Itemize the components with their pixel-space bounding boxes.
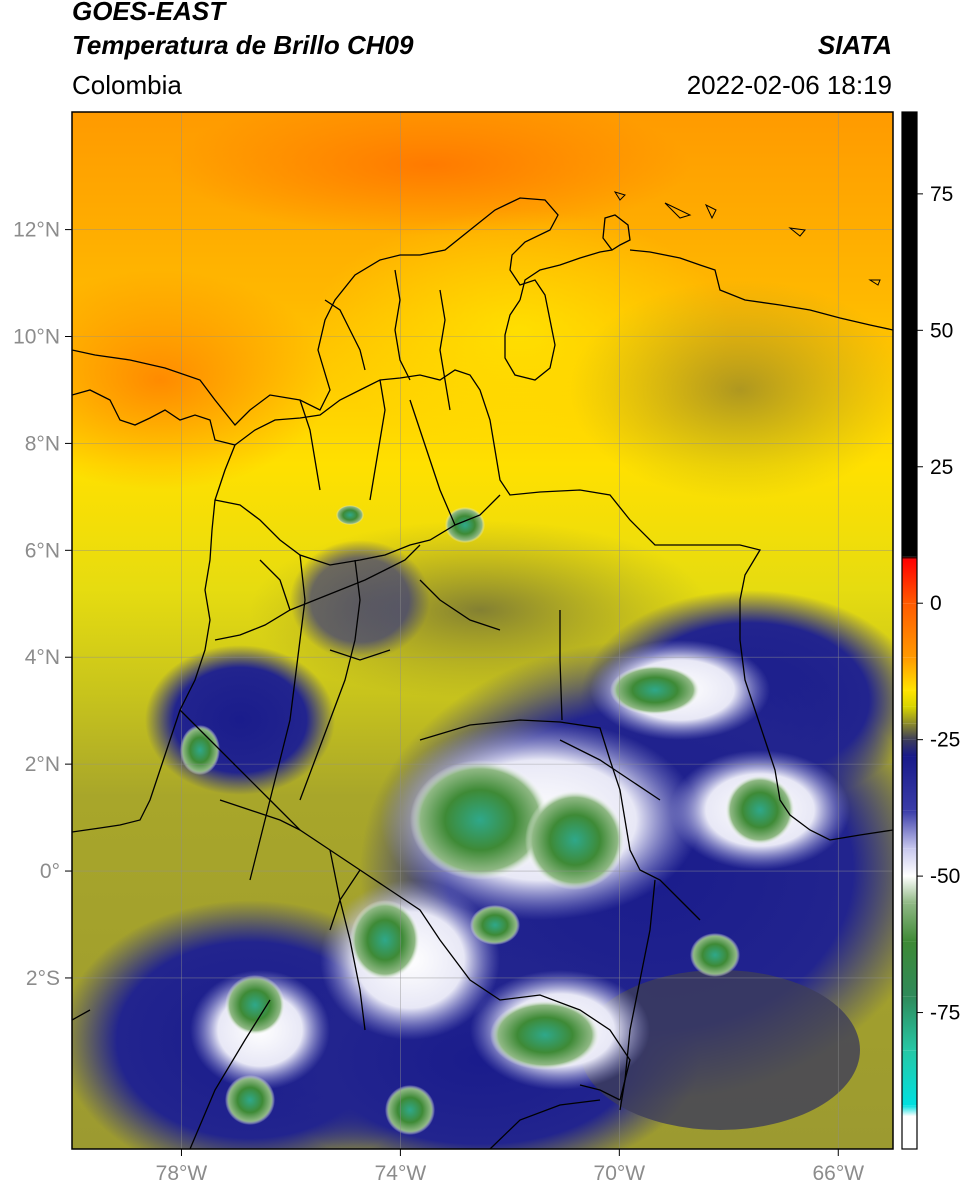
colorbar-segment: [902, 903, 917, 942]
colorbar-frame: [901, 111, 918, 1150]
colorbar-segment: [902, 112, 917, 557]
lat-tick-label: 10°N: [13, 326, 60, 349]
colorbar-segment: [902, 603, 917, 658]
lat-tick-label: 12°N: [13, 219, 60, 242]
colorbar-tick-label: -50: [930, 865, 960, 888]
lat-tick-label: 6°N: [25, 539, 60, 562]
colorbar-segment: [902, 556, 917, 560]
colorbar-segment: [902, 941, 917, 997]
map-frame: [71, 111, 894, 1150]
coastlines-and-borders: [72, 197, 893, 1149]
colorbar-segment: [902, 739, 917, 757]
colorbar-tick-label: 75: [930, 183, 953, 206]
lat-tick-label: 4°N: [25, 646, 60, 669]
colorbar-segment: [902, 1116, 917, 1149]
colorbar-tick-label: 25: [930, 456, 953, 479]
colorbar-segment: [902, 848, 917, 877]
brand-label: SIATA: [817, 30, 892, 60]
colorbar-segment: [902, 706, 917, 724]
colorbar-segment: [902, 657, 917, 691]
colorbar-segment: [902, 756, 917, 811]
colorbar-segment: [902, 876, 917, 904]
colorbar-tick-label: -75: [930, 1002, 960, 1025]
colorbar-segment: [902, 559, 917, 604]
region-label: Colombia: [72, 70, 182, 100]
brightness-temperature-field: [72, 112, 893, 1149]
colorbar-segment: [902, 996, 917, 1051]
lat-tick-label: 8°N: [25, 432, 60, 455]
lon-tick-label: 74°W: [375, 1162, 427, 1185]
colorbar-segment: [902, 1050, 917, 1106]
lat-tick-label: 2°S: [26, 967, 60, 990]
colorbar: 75 50 25 0 -25 -50 -75: [901, 111, 960, 1150]
lon-tick-label: 70°W: [594, 1162, 646, 1185]
colorbar-segment: [902, 723, 917, 740]
lon-tick-label: 78°W: [156, 1162, 208, 1185]
lat-tick-label: 0°: [40, 860, 60, 883]
lat-tick-label: 2°N: [25, 753, 60, 776]
colorbar-segment: [902, 1105, 917, 1117]
latitude-axis: 12°N 10°N 8°N 6°N 4°N 2°N 0° 2°S: [13, 219, 72, 990]
colorbar-tick-label: 50: [930, 319, 953, 342]
lon-tick-label: 66°W: [812, 1162, 864, 1185]
colorbar-segment: [902, 690, 917, 707]
satellite-title: GOES-EAST: [72, 0, 226, 26]
colorbar-segment: [902, 810, 917, 849]
product-title: Temperatura de Brillo CH09: [72, 30, 414, 60]
colorbar-tick-label: 0: [930, 592, 942, 615]
colorbar-tick-label: -25: [930, 729, 960, 752]
longitude-axis: 78°W 74°W 70°W 66°W: [156, 1149, 864, 1185]
islands: [613, 191, 881, 286]
timestamp: 2022-02-06 18:19: [686, 70, 892, 100]
graticule: [72, 112, 893, 1149]
